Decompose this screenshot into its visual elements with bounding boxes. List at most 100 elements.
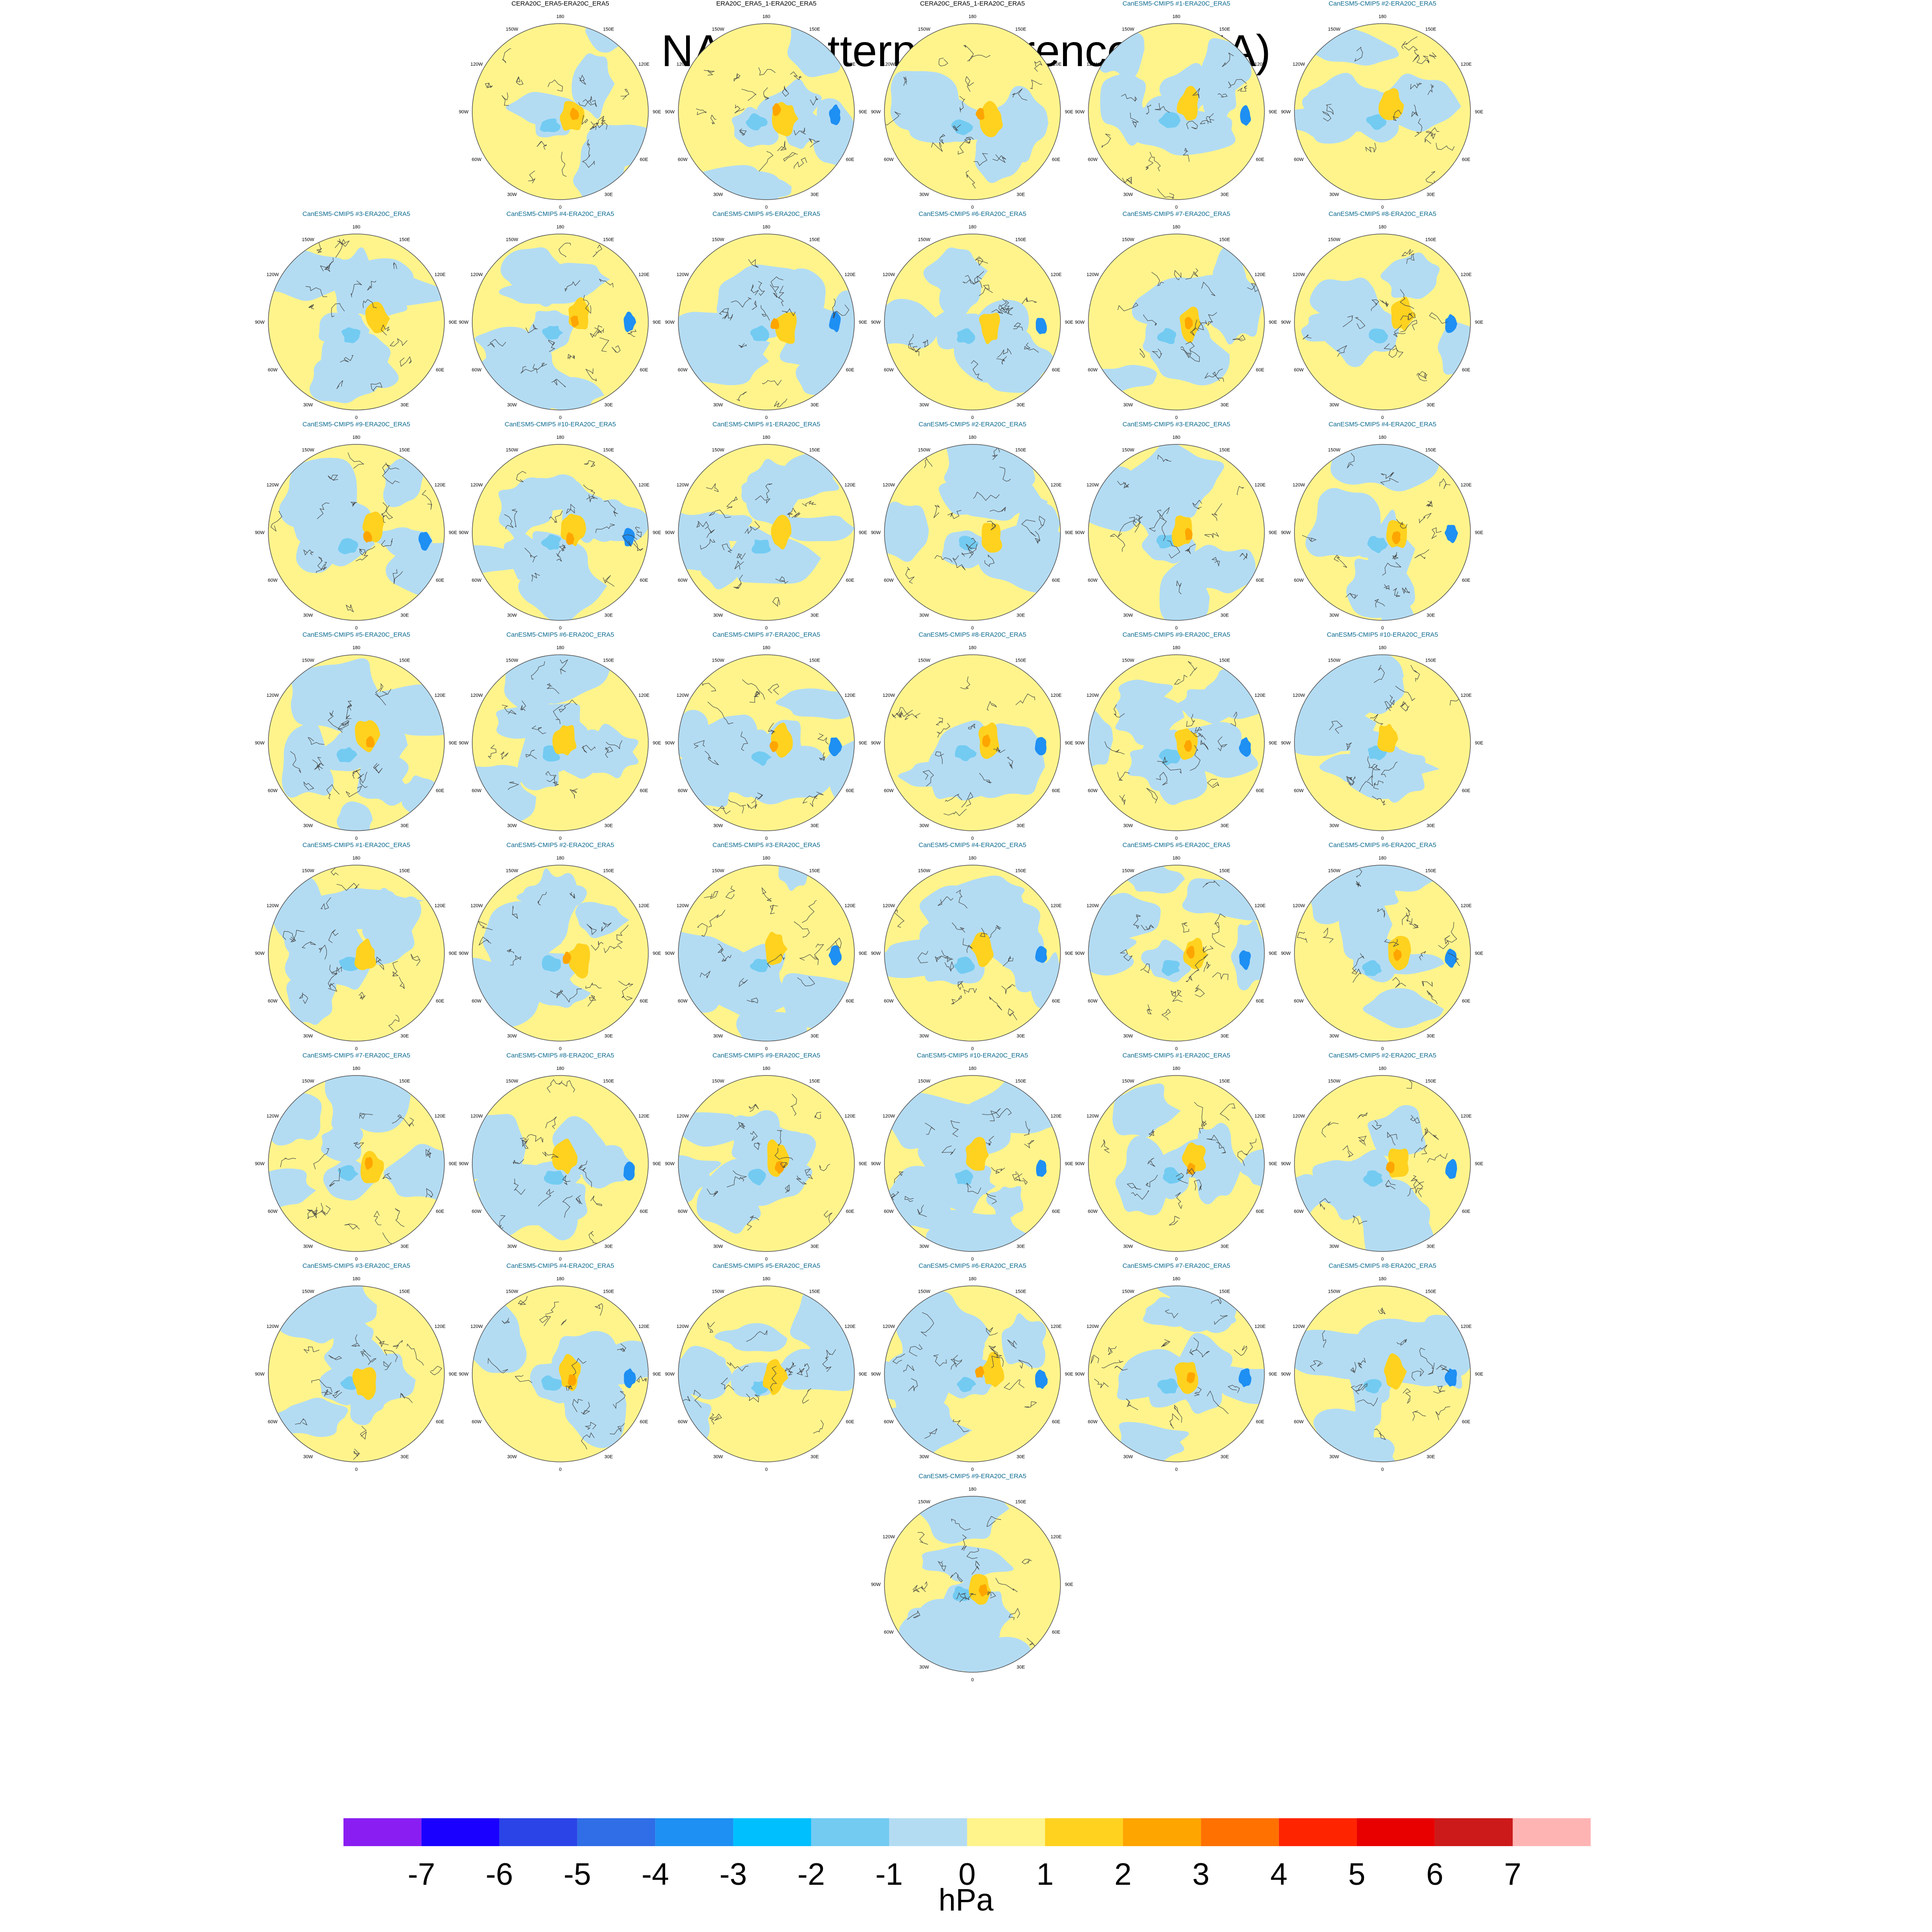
coastline <box>531 572 540 582</box>
coastline <box>991 1167 1005 1174</box>
map-border <box>884 1496 1061 1673</box>
coastline <box>767 954 785 968</box>
coastline <box>588 1231 598 1244</box>
coastline <box>746 1393 760 1403</box>
positive-anomaly-core <box>562 951 571 964</box>
longitude-label: 30W <box>1329 1244 1339 1249</box>
coastline <box>1297 932 1308 943</box>
longitude-label: 90W <box>255 530 265 535</box>
negative-anomaly-core <box>829 311 841 332</box>
longitude-label: 150E <box>603 658 614 663</box>
negative-region <box>1115 680 1173 717</box>
coastline <box>943 808 967 816</box>
coastline <box>963 279 975 285</box>
longitude-label: 120W <box>1087 903 1099 908</box>
longitude-label: 120W <box>677 483 689 488</box>
negative-region <box>1379 73 1461 132</box>
negative-region <box>884 501 929 562</box>
longitude-label: 120E <box>434 1114 446 1119</box>
longitude-label: 120W <box>1293 903 1305 908</box>
coastline <box>917 1532 928 1545</box>
coastline <box>893 909 905 928</box>
coastline <box>775 576 789 584</box>
coastline <box>307 1203 323 1219</box>
panel-title: CanESM5-CMIP5 #6-ERA20C_ERA5 <box>918 210 1027 218</box>
negative-region <box>1363 988 1444 1028</box>
coastline <box>770 284 780 299</box>
negative-region <box>678 1155 721 1204</box>
longitude-label: 90E <box>653 320 661 325</box>
negative-core <box>1362 960 1382 976</box>
coastline <box>963 45 974 62</box>
coastline <box>1157 454 1172 462</box>
coastline <box>987 1591 996 1598</box>
coastline <box>1174 674 1188 685</box>
coastline <box>477 920 493 930</box>
negative-core <box>1369 328 1388 343</box>
longitude-label: 180 <box>352 435 360 440</box>
negative-region <box>678 710 724 767</box>
longitude-label: 30W <box>507 823 517 828</box>
longitude-label: 150W <box>918 1289 930 1294</box>
coastline <box>611 345 621 353</box>
coastline <box>996 356 1007 365</box>
coastline <box>1410 1175 1423 1197</box>
coastline <box>678 1396 691 1405</box>
longitude-label: 180 <box>1173 14 1180 19</box>
coastline <box>1012 1171 1021 1182</box>
coastline <box>381 538 393 547</box>
longitude-label: 30W <box>1329 823 1339 828</box>
coastline <box>547 79 563 92</box>
coastline <box>1113 704 1125 718</box>
coastline <box>1195 954 1209 972</box>
longitude-label: 120E <box>434 1324 446 1329</box>
longitude-label: 90W <box>665 741 675 746</box>
longitude-label: 120W <box>1087 1324 1099 1329</box>
longitude-label: 90W <box>459 741 469 746</box>
longitude-label: 180 <box>969 856 976 861</box>
coastline <box>802 1388 811 1404</box>
longitude-label: 150E <box>399 1079 410 1084</box>
positive-anomaly-core <box>1186 945 1195 959</box>
coastline <box>347 700 352 708</box>
coastline <box>355 769 365 779</box>
longitude-label: 120E <box>1461 1114 1472 1119</box>
coastline <box>960 676 970 690</box>
longitude-label: 60E <box>1256 368 1264 373</box>
negative-region <box>944 444 1036 492</box>
coastline <box>759 151 774 172</box>
longitude-label: 90W <box>665 1161 675 1166</box>
coastline <box>1383 584 1390 590</box>
map-panel: CanESM5-CMIP5 #10-ERA20C_ERA5 180 150E 120E… <box>457 421 663 635</box>
coastline <box>1402 587 1410 594</box>
map-border <box>678 23 855 200</box>
coastline <box>512 509 518 528</box>
coastline <box>706 483 719 492</box>
positive-anomaly-core <box>1185 528 1193 541</box>
coastline <box>598 115 606 125</box>
coastline <box>568 354 575 359</box>
coastline <box>1343 315 1353 327</box>
longitude-label: 90W <box>1075 741 1085 746</box>
coastline <box>425 1148 431 1159</box>
negative-core <box>1159 749 1181 766</box>
coastline <box>904 713 920 720</box>
coastline <box>584 460 595 468</box>
longitude-label: 150W <box>1328 1289 1340 1294</box>
coastline <box>1122 176 1132 185</box>
negative-core <box>1363 1170 1383 1187</box>
coastline <box>599 337 609 352</box>
coastline <box>1121 94 1137 102</box>
coastline <box>1374 665 1385 683</box>
coastline <box>1352 1215 1367 1225</box>
coastline <box>920 1312 934 1337</box>
coastline <box>561 152 567 177</box>
coastline <box>1206 113 1214 124</box>
longitude-label: 150W <box>506 448 518 453</box>
coastline <box>747 1215 759 1231</box>
coastline <box>1117 772 1130 781</box>
longitude-label: 30E <box>811 402 819 407</box>
colorbar-units-label: hPa <box>938 1883 994 1917</box>
coastline <box>1402 914 1413 925</box>
